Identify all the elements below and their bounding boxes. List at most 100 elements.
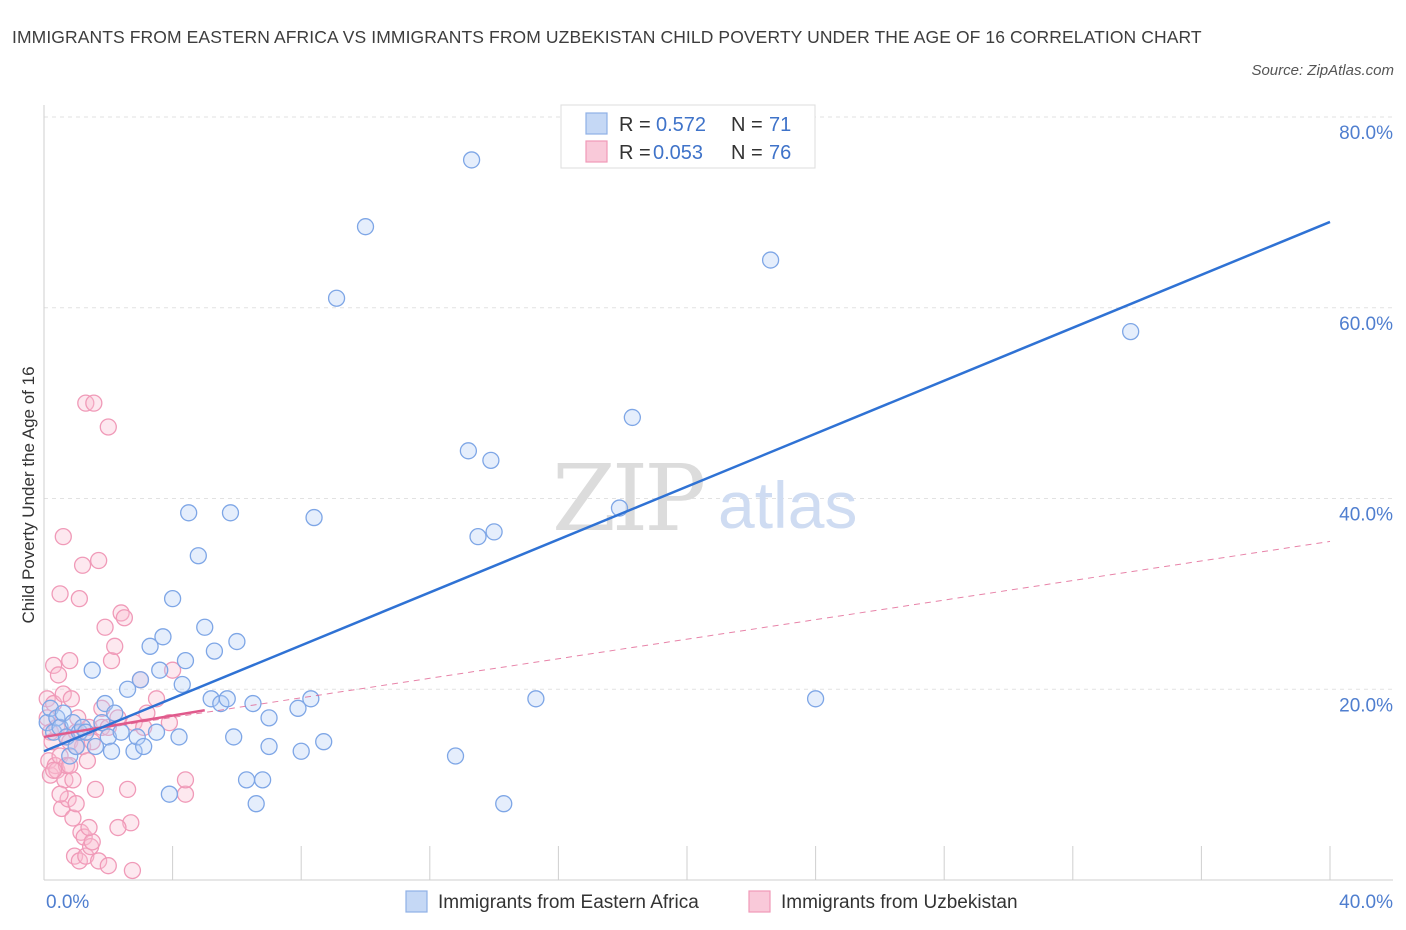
correlation-legend: R = 0.572 N = 71 R = 0.053 N = 76 <box>560 104 816 169</box>
uzbekistan-point <box>99 857 117 875</box>
source-label: Source: ZipAtlas.com <box>1251 62 1394 79</box>
eastern-africa-point <box>247 795 265 813</box>
legend-r-value-1: 0.572 <box>656 114 706 136</box>
bottom-legend-swatch-uzbekistan <box>748 890 771 913</box>
eastern-africa-point <box>469 528 487 546</box>
chart-title: IMMIGRANTS FROM EASTERN AFRICA VS IMMIGR… <box>12 27 1202 47</box>
eastern-africa-point <box>289 699 307 717</box>
uzbekistan-point <box>80 818 98 837</box>
eastern-africa-point <box>446 747 465 765</box>
eastern-africa-point <box>253 771 272 789</box>
eastern-africa-point <box>221 504 240 522</box>
eastern-africa-point <box>485 523 503 541</box>
uzbekistan-point <box>51 585 69 603</box>
uzbekistan-point <box>90 852 108 870</box>
eastern-africa-point <box>41 699 60 717</box>
eastern-africa-point <box>459 442 478 460</box>
uzbekistan-point <box>64 771 82 789</box>
eastern-africa-point <box>125 742 143 760</box>
uzbekistan-point <box>72 823 90 841</box>
uzbekistan-point <box>118 780 137 799</box>
eastern-africa-point <box>128 728 146 746</box>
grid-lines <box>44 116 1393 690</box>
uzbekistan-point <box>77 847 95 865</box>
eastern-africa-point <box>160 785 179 803</box>
legend-n-label-1: N = <box>731 114 763 136</box>
eastern-africa-point <box>205 642 224 660</box>
bottom-legend-swatch-eastern-africa <box>405 890 428 913</box>
uzbekistan-point <box>122 814 140 832</box>
x-tick-labels: 0.0% 40.0% <box>46 892 1393 913</box>
uzbekistan-point <box>102 651 121 670</box>
eastern-africa-point <box>482 451 500 470</box>
eastern-africa-point <box>228 632 246 651</box>
eastern-africa-point <box>623 408 641 427</box>
uzbekistan-point <box>73 556 92 574</box>
uzbekistan-point <box>62 690 80 708</box>
eastern-africa-trend-line <box>43 220 1331 753</box>
y-axis-label: Child Poverty Under the Age of 16 <box>19 366 38 623</box>
uzbekistan-trend-line-solid <box>43 708 205 739</box>
y-tick-label: 60.0% <box>1339 314 1393 335</box>
uzbekistan-point <box>176 771 195 789</box>
uzbekistan-point <box>44 761 63 779</box>
y-tick-label: 20.0% <box>1339 695 1393 716</box>
uzbekistan-point <box>83 833 101 851</box>
y-tick-labels: 20.0% 40.0% 60.0% 80.0% <box>1339 123 1393 716</box>
eastern-africa-point <box>462 151 481 169</box>
uzbekistan-point <box>123 861 142 880</box>
eastern-africa-point <box>163 589 182 608</box>
eastern-africa-point <box>302 690 320 708</box>
eastern-africa-point <box>527 690 545 708</box>
legend-n-label-2: N = <box>731 142 763 164</box>
eastern-africa-point <box>61 747 79 765</box>
eastern-africa-point <box>225 728 243 746</box>
bottom-legend-label-eastern-africa: Immigrants from Eastern Africa <box>438 892 699 913</box>
eastern-africa-point <box>806 690 825 708</box>
y-tick-label: 80.0% <box>1339 123 1393 144</box>
eastern-africa-point <box>218 690 236 708</box>
eastern-africa-point <box>495 795 513 813</box>
series-eastern-africa-points <box>38 151 1140 813</box>
eastern-africa-point <box>237 771 256 789</box>
uzbekistan-point <box>61 651 79 670</box>
legend-r-label-1: R = <box>619 114 651 136</box>
eastern-africa-point <box>64 713 82 732</box>
uzbekistan-point <box>163 661 182 679</box>
eastern-africa-point <box>102 742 121 760</box>
eastern-africa-point <box>176 651 195 670</box>
uzbekistan-point <box>49 666 68 684</box>
eastern-africa-point <box>141 637 159 655</box>
bottom-legend-label-uzbekistan: Immigrants from Uzbekistan <box>781 892 1018 913</box>
uzbekistan-point <box>86 780 105 799</box>
uzbekistan-point <box>96 618 114 636</box>
eastern-africa-point <box>173 675 191 694</box>
eastern-africa-point <box>131 671 150 689</box>
eastern-africa-point <box>196 618 214 636</box>
uzbekistan-point <box>75 828 93 846</box>
eastern-africa-point <box>83 661 101 679</box>
eastern-africa-point <box>305 508 323 527</box>
legend-r-label-2: R = <box>619 142 651 164</box>
uzbekistan-point <box>93 699 111 717</box>
legend-n-value-2: 76 <box>769 142 791 164</box>
y-tick-label: 40.0% <box>1339 505 1393 526</box>
uzbekistan-point <box>61 756 79 775</box>
eastern-africa-point <box>761 251 780 269</box>
eastern-africa-point <box>1122 322 1140 341</box>
uzbekistan-point <box>59 790 77 808</box>
uzbekistan-point <box>176 785 195 803</box>
legend-r-value-2: 0.053 <box>653 142 703 164</box>
uzbekistan-point <box>112 604 130 622</box>
eastern-africa-point <box>118 680 137 698</box>
uzbekistan-point <box>106 637 124 655</box>
x-tick-label: 0.0% <box>46 892 89 913</box>
eastern-africa-point <box>189 547 207 565</box>
eastern-africa-point <box>260 737 278 756</box>
uzbekistan-trend-line <box>43 540 1331 738</box>
eastern-africa-point <box>135 737 153 756</box>
eastern-africa-point <box>154 628 172 646</box>
trend-lines <box>43 220 1331 753</box>
uzbekistan-point <box>64 809 82 827</box>
